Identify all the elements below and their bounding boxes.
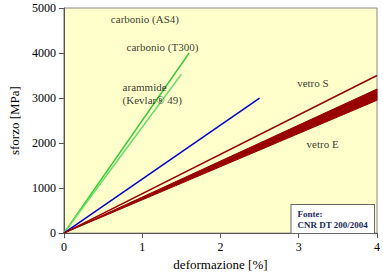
svg-text:3000: 3000 bbox=[32, 91, 56, 105]
svg-text:5000: 5000 bbox=[32, 1, 56, 15]
svg-text:0: 0 bbox=[50, 226, 56, 240]
svg-text:Fonte:: Fonte: bbox=[297, 209, 322, 219]
svg-text:carbonio (AS4): carbonio (AS4) bbox=[111, 13, 179, 26]
svg-text:CNR DT 200/2004: CNR DT 200/2004 bbox=[297, 220, 368, 230]
svg-text:(Kevlar® 49): (Kevlar® 49) bbox=[123, 94, 183, 107]
svg-text:1000: 1000 bbox=[32, 181, 56, 195]
svg-text:2000: 2000 bbox=[32, 136, 56, 150]
svg-text:3: 3 bbox=[296, 240, 302, 254]
svg-text:sforzo [MPa]: sforzo [MPa] bbox=[7, 86, 22, 155]
svg-text:4: 4 bbox=[374, 240, 380, 254]
svg-text:vetro E: vetro E bbox=[307, 138, 339, 150]
svg-text:0: 0 bbox=[61, 240, 67, 254]
svg-text:arammide: arammide bbox=[123, 81, 167, 93]
svg-text:carbonio (T300): carbonio (T300) bbox=[127, 41, 199, 54]
svg-text:2: 2 bbox=[217, 240, 223, 254]
svg-text:4000: 4000 bbox=[32, 46, 56, 60]
svg-text:deformazione [%]: deformazione [%] bbox=[173, 257, 267, 272]
svg-text:1: 1 bbox=[139, 240, 145, 254]
svg-text:vetro S: vetro S bbox=[297, 77, 328, 89]
